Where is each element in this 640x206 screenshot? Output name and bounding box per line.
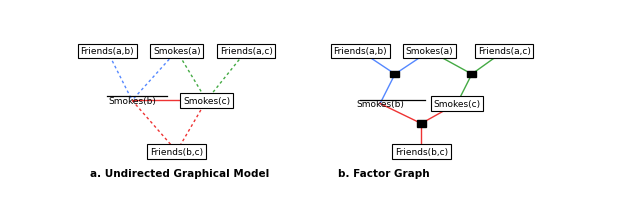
- Text: a. Undirected Graphical Model: a. Undirected Graphical Model: [90, 169, 269, 179]
- Text: Smokes(b): Smokes(b): [356, 99, 404, 109]
- Text: Friends(b,c): Friends(b,c): [395, 147, 448, 156]
- Text: Friends(a,c): Friends(a,c): [477, 47, 531, 56]
- Text: b. Factor Graph: b. Factor Graph: [338, 169, 429, 179]
- Text: Smokes(c): Smokes(c): [433, 99, 481, 109]
- Text: Friends(a,c): Friends(a,c): [220, 47, 273, 56]
- Bar: [417, 121, 426, 127]
- Text: Smokes(c): Smokes(c): [183, 96, 230, 105]
- Text: Friends(b,c): Friends(b,c): [150, 147, 204, 156]
- Text: Smokes(a): Smokes(a): [406, 47, 454, 56]
- Text: Smokes(b): Smokes(b): [108, 96, 156, 105]
- Text: Friends(a,b): Friends(a,b): [81, 47, 134, 56]
- Bar: [390, 71, 399, 78]
- Text: Smokes(a): Smokes(a): [153, 47, 200, 56]
- Bar: [467, 71, 476, 78]
- Text: Friends(a,b): Friends(a,b): [333, 47, 387, 56]
